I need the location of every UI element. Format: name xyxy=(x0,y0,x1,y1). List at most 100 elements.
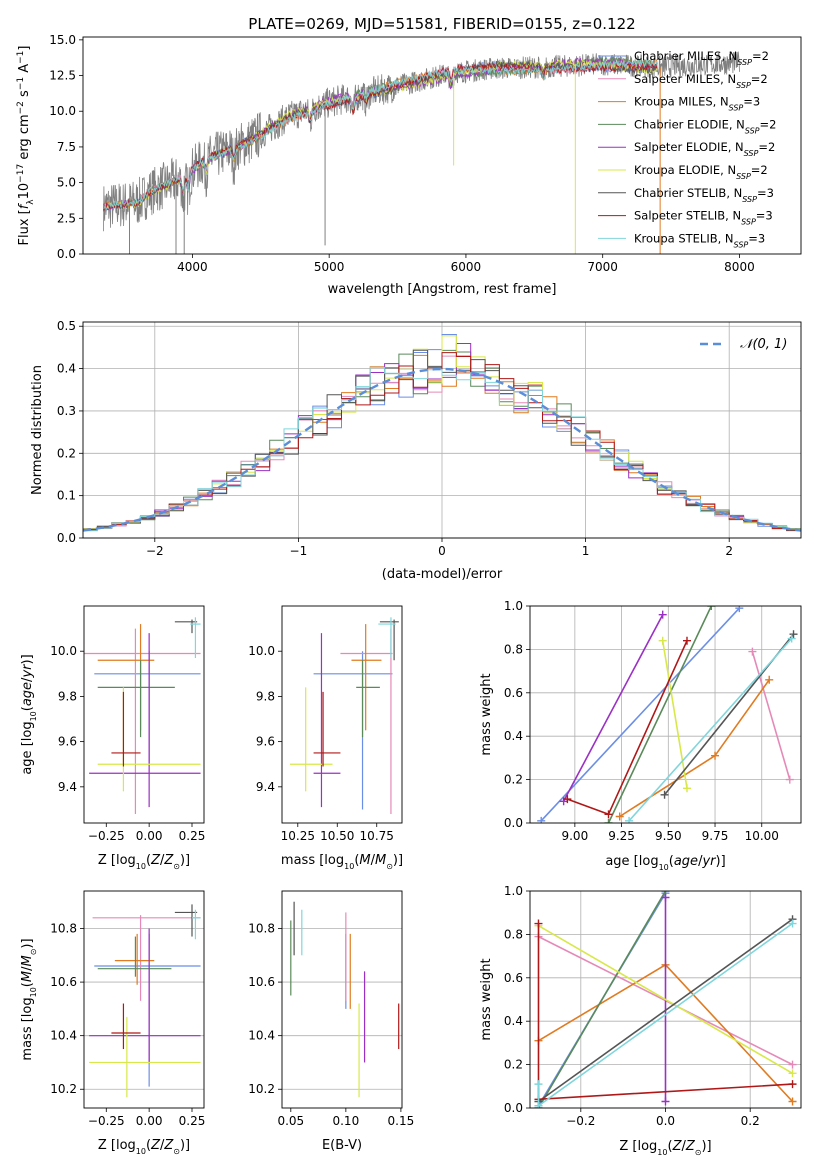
weight-series-salpeter-stelib xyxy=(563,636,691,819)
weight-vs-Z-panel: −0.2 0.0 0.2 0.0 0.2 0.4 0.6 0.8 1.0 Z [log10(Z/Z… xyxy=(479,884,802,1157)
y-axis-label: age [log10(age/yr)] xyxy=(20,654,38,774)
weight-marker xyxy=(789,630,798,639)
errorbar-salpeter-elodie xyxy=(89,633,201,808)
age-vs-mass-panel: 10.25 10.50 10.75 9.4 9.6 9.8 10.0 mass [log10(… xyxy=(248,605,403,871)
x-tick-label: 9.25 xyxy=(608,829,635,843)
y-tick-label: 0.8 xyxy=(504,927,523,941)
x-tick-label: 9.75 xyxy=(702,829,729,843)
spectrum-legend: Chabrier MILES, NSSP=2 Salpeter MILES, NS… xyxy=(598,49,776,249)
y-tick-label: 0.2 xyxy=(504,1058,523,1072)
legend-label-normal: 𝒩(0, 1) xyxy=(740,337,787,352)
weight-marker xyxy=(788,919,797,928)
mass-vs-Z-panel: −0.25 0.00 0.25 10.2 10.4 10.6 10.8 Z [log10(Z/… xyxy=(20,890,206,1156)
errorbar-kroupa-miles xyxy=(114,933,155,985)
y-tick-label: 0.0 xyxy=(504,1101,523,1115)
x-axis-label: Z [log10(Z/Z⊙)] xyxy=(98,853,190,871)
y-tick-label: 9.8 xyxy=(256,689,275,703)
y-tick-label: 0.0 xyxy=(57,531,76,545)
y-tick-label: 0.2 xyxy=(57,446,76,460)
x-axis-label: age [log10(age/yr)] xyxy=(605,854,725,872)
x-tick-label: 0.15 xyxy=(388,1114,415,1128)
weight-marker xyxy=(534,1080,543,1089)
weight-marker xyxy=(765,675,774,684)
axes-frame xyxy=(281,890,403,1109)
x-tick-label: 0.00 xyxy=(136,829,163,843)
y-tick-label: 0.4 xyxy=(504,729,523,743)
y-axis-label: mass weight xyxy=(479,958,494,1040)
weight-marker xyxy=(563,795,572,804)
x-axis-label: wavelength [Angstrom, rest frame] xyxy=(328,282,557,297)
weight-series-kroupa-stelib xyxy=(625,634,796,823)
x-tick-label: 0.25 xyxy=(179,1114,206,1128)
x-tick-label: 4000 xyxy=(177,260,208,274)
x-tick-label: 0.2 xyxy=(741,1114,760,1128)
x-tick-label: 9.00 xyxy=(561,829,588,843)
y-tick-label: 10.4 xyxy=(50,1029,77,1043)
weight-line xyxy=(661,640,688,789)
weight-series-chabrier-elodie xyxy=(604,606,716,823)
errorbar-salpeter-stelib xyxy=(313,691,341,767)
axes-frame xyxy=(529,605,802,824)
weight-line xyxy=(537,891,667,1108)
x-tick-label: 0.0 xyxy=(656,1114,675,1128)
weight-vs-age-plot-area xyxy=(537,606,798,823)
y-tick-label: 10.4 xyxy=(248,1029,275,1043)
legend-label-salpeter-elodie: Salpeter ELODIE, NSSP=2 xyxy=(634,140,775,158)
y-tick-label: 0.5 xyxy=(57,319,76,333)
weight-marker xyxy=(682,636,691,645)
legend-label-chabrier-miles: Chabrier MILES, NSSP=2 xyxy=(634,49,769,67)
y-axis-label: mass [log10(M/M⊙)] xyxy=(20,938,38,1060)
weight-marker xyxy=(534,1101,543,1108)
weight-series-chabrier-miles xyxy=(537,606,744,823)
x-tick-label: 2 xyxy=(725,544,733,558)
y-tick-label: 9.4 xyxy=(256,780,275,794)
y-tick-label: 0.4 xyxy=(57,362,76,376)
y-tick-label: 0.0 xyxy=(57,247,76,261)
errorbar-chabrier-miles xyxy=(94,933,201,1087)
weight-marker xyxy=(658,636,667,645)
weight-series-salpeter-elodie xyxy=(559,610,667,806)
spectrum-plot-area xyxy=(103,51,740,254)
errorbar-salpeter-stelib xyxy=(111,1003,141,1050)
weight-marker xyxy=(787,634,796,643)
y-tick-label: 0.2 xyxy=(504,773,523,787)
legend-label-kroupa-miles: Kroupa MILES, NSSP=3 xyxy=(634,95,760,113)
errorbar-kroupa-stelib xyxy=(190,617,201,658)
x-tick-label: 0.00 xyxy=(136,1114,163,1128)
x-tick-label: 6000 xyxy=(451,260,482,274)
x-tick-label: 10.25 xyxy=(281,829,315,843)
y-tick-label: 2.5 xyxy=(57,211,76,225)
weight-marker xyxy=(788,1060,797,1069)
legend-label-kroupa-stelib: Kroupa STELIB, NSSP=3 xyxy=(634,231,765,249)
legend-label-chabrier-stelib: Chabrier STELIB, NSSP=3 xyxy=(634,186,774,204)
weight-marker xyxy=(682,784,691,793)
y-tick-label: 9.8 xyxy=(58,689,77,703)
y-tick-label: 10.0 xyxy=(50,644,77,658)
axes-frame xyxy=(83,605,205,824)
weight-line xyxy=(751,651,791,780)
y-tick-label: 9.4 xyxy=(58,780,77,794)
weight-marker xyxy=(537,816,546,823)
weight-marker xyxy=(604,810,613,819)
x-axis-label: mass [log10(M/M⊙)] xyxy=(281,853,403,871)
x-tick-label: 10.75 xyxy=(360,829,394,843)
y-tick-label: 0.6 xyxy=(504,686,523,700)
weight-marker xyxy=(661,893,670,902)
weight-line xyxy=(538,925,793,1074)
errorbar-chabrier-elodie xyxy=(97,936,172,977)
x-tick-label: 9.50 xyxy=(655,829,682,843)
x-axis-label: (data-model)/error xyxy=(382,567,503,582)
x-tick-label: −0.25 xyxy=(88,829,125,843)
weight-marker xyxy=(604,819,613,823)
y-tick-label: 15.0 xyxy=(49,33,76,47)
errorbar-salpeter-miles xyxy=(340,628,393,814)
weight-vs-age-panel: 9.00 9.25 9.50 9.75 10.00 0.0 0.2 0.4 0.6 0.8 1.0 a… xyxy=(479,599,802,872)
residuals-panel: −2 −1 0 1 2 0.0 0.1 0.2 0.3 0.4 0.5 𝒩(0, 1) (data-mo… xyxy=(30,319,802,582)
legend-label-chabrier-elodie: Chabrier ELODIE, NSSP=2 xyxy=(634,117,776,135)
weight-marker xyxy=(788,1069,797,1078)
x-tick-label: −0.2 xyxy=(566,1114,595,1128)
x-tick-label: 1 xyxy=(582,544,590,558)
errorbar-kroupa-stelib xyxy=(378,617,396,658)
errorbar-kroupa-elodie xyxy=(89,1016,201,1098)
